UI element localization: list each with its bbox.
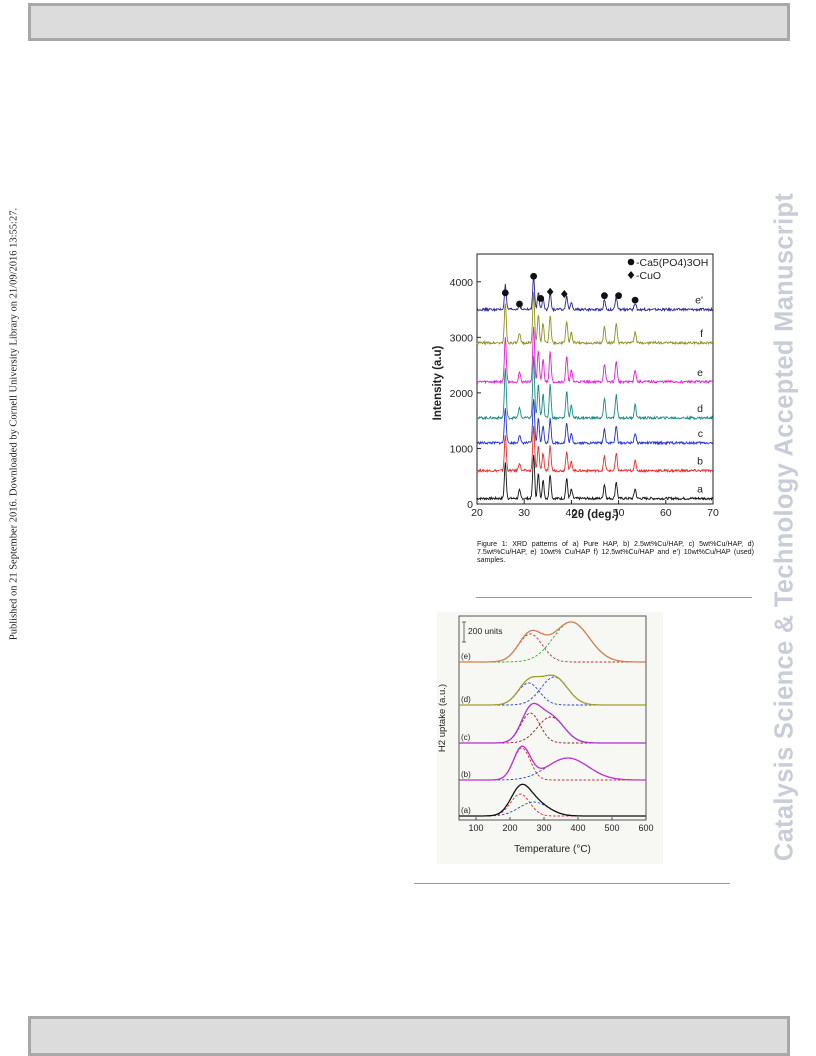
x-tick-label: 500 — [604, 823, 619, 833]
caption-rule — [476, 597, 752, 598]
series-label: c — [698, 428, 703, 440]
x-tick-label: 50 — [613, 507, 625, 519]
x-tick-label: 40 — [566, 507, 578, 519]
hap-marker — [537, 295, 545, 302]
series-label: b — [697, 456, 703, 468]
plot-frame — [458, 615, 647, 821]
y-tick-label: 2000 — [450, 388, 474, 400]
legend-hap-symbol — [627, 258, 635, 266]
hap-marker — [631, 296, 639, 304]
x-axis-label: Temperature (°C) — [514, 844, 591, 855]
section-rule — [414, 883, 730, 884]
scale-bar-label: 200 units — [468, 626, 503, 636]
y-tick-label: 0 — [467, 499, 473, 511]
x-axis-label: 2θ (deg.) — [571, 509, 618, 521]
x-tick-label: 600 — [638, 823, 653, 833]
y-axis-label: Intensity (a.u) — [432, 345, 444, 420]
cuo-marker — [546, 287, 554, 296]
tpr-total-curve — [459, 745, 646, 781]
x-tick-label: 20 — [471, 507, 483, 519]
plot-frame — [476, 253, 714, 505]
x-tick-label: 70 — [707, 507, 719, 519]
series-label: (e) — [461, 652, 471, 661]
header-bar — [28, 3, 790, 41]
series-label: f — [700, 328, 703, 340]
hap-marker — [615, 292, 622, 300]
xrd-chart: 20 30 40 50 60 70 0 1000 2000 3000 4000 2θ (deg.) In… — [432, 253, 719, 521]
x-tick-label: 200 — [502, 823, 517, 833]
tpr-total-curve — [459, 621, 646, 663]
xrd-series-line — [476, 454, 714, 501]
x-tick-label: 400 — [570, 823, 585, 833]
series-label: (a) — [461, 806, 471, 815]
series-label: (c) — [461, 733, 471, 742]
series-label: (b) — [461, 770, 471, 779]
x-tick-label: 60 — [660, 507, 672, 519]
tpr-total-curve — [459, 702, 646, 744]
tpr-total-curve — [459, 674, 646, 706]
xrd-series-line — [476, 399, 714, 446]
footer-bar — [28, 1016, 790, 1056]
hap-marker — [501, 289, 509, 297]
tpr-total-curve — [459, 783, 646, 817]
x-tick-label: 30 — [518, 507, 530, 519]
series-label: e — [697, 367, 703, 379]
series-label: d — [697, 403, 703, 415]
xrd-series-line — [476, 326, 713, 385]
x-tick-label: 300 — [536, 823, 551, 833]
series-label: e' — [695, 295, 703, 307]
series-label: a — [697, 483, 703, 495]
figure1-caption: Figure 1: XRD patterns of a) Pure HAP, b… — [477, 540, 754, 565]
y-tick-label: 1000 — [450, 443, 474, 455]
watermark-text: Catalysis Science & Technology Accepted … — [770, 192, 799, 862]
legend-cuo-label: -CuO — [636, 270, 661, 282]
hap-marker — [601, 292, 608, 300]
xrd-series-line — [476, 292, 713, 346]
y-tick-label: 4000 — [450, 277, 474, 289]
hap-marker — [516, 300, 523, 308]
series-label: (d) — [461, 695, 471, 704]
y-tick-label: 3000 — [450, 332, 474, 344]
xrd-series-line — [476, 276, 713, 313]
x-tick-label: 100 — [468, 823, 483, 833]
xrd-series-line — [476, 425, 714, 474]
cuo-marker — [561, 290, 568, 298]
tpr-chart: 100 200 300 400 500 600 Temperature (°C) H2 upt… — [437, 612, 663, 864]
hap-marker — [530, 272, 538, 280]
side-note-text: Published on 21 September 2016. Download… — [8, 207, 20, 641]
xrd-series-line — [476, 356, 714, 421]
y-axis-label: H2 uptake (a.u.) — [437, 684, 448, 752]
legend-hap-label: -Ca5(PO4)3OH — [636, 257, 708, 269]
